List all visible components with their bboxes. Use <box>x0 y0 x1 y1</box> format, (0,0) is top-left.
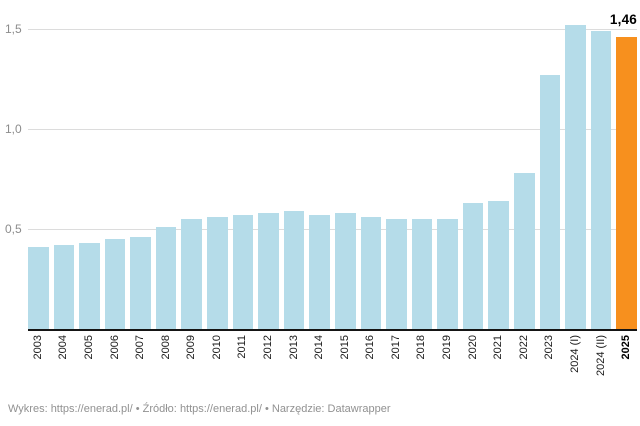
x-axis-tick-label: 2007 <box>134 335 147 360</box>
x-axis-tick-label: 2018 <box>415 335 428 360</box>
x-axis-label-cell: 2015 <box>335 335 356 397</box>
footer-separator: • <box>135 403 140 415</box>
bar-2023[interactable] <box>539 75 561 329</box>
x-axis-label-cell: 2011 <box>233 335 254 397</box>
x-axis-label-cell: 2022 <box>514 335 535 397</box>
bar-2020[interactable] <box>462 203 484 329</box>
x-axis-tick-label: 2004 <box>57 335 70 360</box>
x-axis-tick-label: 2021 <box>492 335 505 360</box>
bar-2008[interactable] <box>155 227 177 329</box>
bar-2021[interactable] <box>488 201 509 329</box>
gridline-1-5 <box>28 29 637 30</box>
bar-2013[interactable] <box>283 211 305 329</box>
highlight-value-label: 1,46 <box>609 12 637 27</box>
bar-2014[interactable] <box>309 215 330 329</box>
bar-2024-ii[interactable] <box>590 31 612 329</box>
x-axis-label-cell: 2018 <box>412 335 433 397</box>
bar-2019[interactable] <box>437 219 458 329</box>
bar-2015[interactable] <box>334 213 356 329</box>
x-axis-tick-label: 2011 <box>236 335 249 359</box>
bar-2004[interactable] <box>53 245 75 329</box>
x-axis-label-cell: 2024 (II) <box>591 335 612 397</box>
x-axis-tick-label: 2012 <box>261 335 274 360</box>
chart-footer: Wykres: https://enerad.pl/ • Źródło: htt… <box>8 403 391 415</box>
gridline-1-0 <box>28 129 637 130</box>
x-axis-label-cell: 2006 <box>105 335 126 397</box>
bar-2011[interactable] <box>232 215 254 329</box>
x-axis-label-cell: 2008 <box>156 335 177 397</box>
y-axis-tick-label: 1,5 <box>5 22 22 36</box>
footer-tool-link[interactable]: Datawrapper <box>327 403 391 415</box>
bar-2017[interactable] <box>386 219 407 329</box>
gridline-0-5 <box>28 229 637 230</box>
bar-2007[interactable] <box>130 237 151 329</box>
footer-source-label: Źródło: <box>142 403 177 415</box>
x-axis-tick-label: 2016 <box>364 335 377 360</box>
x-axis-label-cell: 2007 <box>130 335 151 397</box>
x-axis-tick-label: 2010 <box>210 335 223 360</box>
footer-separator-2: • <box>264 403 269 415</box>
x-axis-label-cell: 2003 <box>28 335 49 397</box>
x-axis-tick-label: 2009 <box>185 335 198 360</box>
bar-2016[interactable] <box>360 217 382 329</box>
bar-2024-i[interactable] <box>565 25 586 329</box>
x-axis-label-cell: 2016 <box>361 335 382 397</box>
x-axis-label-cell: 2023 <box>540 335 561 397</box>
x-axis-tick-label: 2013 <box>287 335 300 360</box>
x-axis-tick-label: 2003 <box>31 335 44 360</box>
bar-2006[interactable] <box>104 239 126 329</box>
x-axis-tick-label: 2015 <box>338 335 351 360</box>
x-axis-label-cell: 2009 <box>181 335 202 397</box>
x-axis-label-cell: 2012 <box>258 335 279 397</box>
footer-tool-label: Narzędzie: <box>271 403 325 415</box>
x-axis-label-cell: 2020 <box>463 335 484 397</box>
x-axis-labels: 2003 2004 2005 2006 2007 2008 2009 2010 2011 2012… <box>28 335 637 397</box>
y-axis-tick-label: 0,5 <box>5 222 22 236</box>
x-axis-line <box>28 329 637 331</box>
bar-2010[interactable] <box>207 217 228 329</box>
bar-2018[interactable] <box>411 219 433 329</box>
bar-2012[interactable] <box>258 213 279 329</box>
x-axis-label-cell: 2010 <box>207 335 228 397</box>
x-axis-label-cell: 2019 <box>437 335 458 397</box>
x-axis-label-cell: 2004 <box>54 335 75 397</box>
x-axis-tick-label: 2022 <box>517 335 530 360</box>
x-axis-label-cell: 2017 <box>386 335 407 397</box>
x-axis-tick-label: 2024 (II) <box>594 335 607 376</box>
footer-source-link[interactable]: https://enerad.pl/ <box>179 403 262 415</box>
x-axis-tick-label: 2024 (I) <box>568 335 581 373</box>
x-axis-label-cell: 2021 <box>488 335 509 397</box>
x-axis-label-cell: 2005 <box>79 335 100 397</box>
footer-chart-label: Wykres: <box>8 403 48 415</box>
bar-2025[interactable] <box>616 37 637 329</box>
x-axis-label-cell: 2013 <box>284 335 305 397</box>
y-axis-tick-label: 1,0 <box>5 122 22 136</box>
x-axis-tick-label: 2019 <box>441 335 454 360</box>
bar-2005[interactable] <box>79 243 100 329</box>
plot-area: 1,5 1,0 0,5 1,46 2003 2004 2005 2006 2007 2008 2… <box>5 0 637 397</box>
x-axis-tick-label: 2006 <box>108 335 121 360</box>
x-axis-tick-label: 2025 <box>620 335 633 360</box>
x-axis-tick-label: 2017 <box>389 335 402 360</box>
footer-chart-link[interactable]: https://enerad.pl/ <box>50 403 133 415</box>
bar-2009[interactable] <box>181 219 203 329</box>
x-axis-tick-label: 2005 <box>82 335 95 360</box>
x-axis-tick-label: 2023 <box>543 335 556 360</box>
x-axis-label-cell: 2014 <box>309 335 330 397</box>
x-axis-tick-label: 2014 <box>313 335 326 360</box>
bars-container <box>28 0 637 329</box>
bar-2022[interactable] <box>513 173 535 329</box>
x-axis-tick-label: 2020 <box>466 335 479 360</box>
x-axis-label-cell: 2024 (I) <box>565 335 586 397</box>
bar-2003[interactable] <box>28 247 49 329</box>
x-axis-tick-label: 2008 <box>159 335 172 360</box>
x-axis-label-cell: 2025 <box>616 335 637 397</box>
